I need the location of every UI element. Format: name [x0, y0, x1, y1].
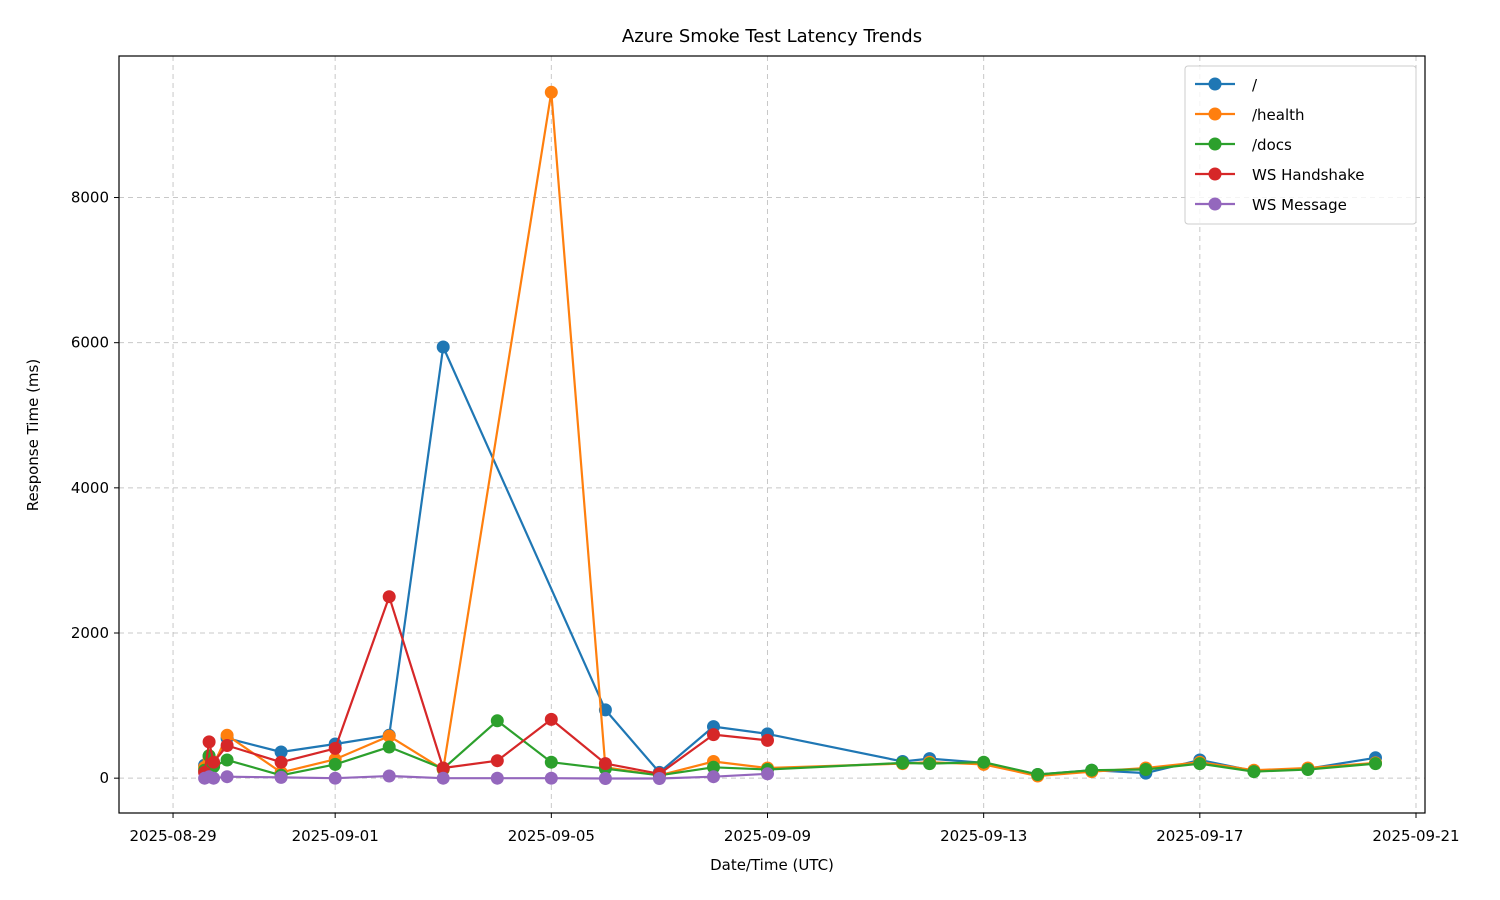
data-point: [598, 757, 612, 771]
plot-frame: [118, 55, 1426, 814]
x-tick-label: 2025-09-09: [724, 827, 811, 845]
legend-item: WS Message: [1195, 196, 1347, 214]
x-tick-label: 2025-09-21: [1372, 827, 1459, 845]
legend-label: WS Message: [1252, 196, 1347, 214]
data-point: [490, 754, 504, 768]
data-point: [544, 755, 558, 769]
series-line: [203, 719, 1376, 777]
legend-item: WS Handshake: [1195, 166, 1365, 184]
x-tick-label: 2025-08-29: [129, 827, 216, 845]
data-point: [490, 771, 504, 785]
data-point: [436, 340, 450, 354]
data-point: [544, 85, 558, 99]
data-point: [220, 739, 234, 752]
data-point: [220, 753, 234, 767]
data-point: [923, 757, 937, 771]
data-point: [761, 733, 774, 747]
data-point: [490, 714, 504, 728]
data-point: [1369, 757, 1382, 771]
data-point: [220, 728, 234, 742]
legend-item: /docs: [1195, 136, 1292, 154]
data-point: [707, 770, 720, 784]
legend-marker: [1208, 77, 1222, 91]
data-point: [1085, 763, 1099, 777]
legend-box: [1184, 65, 1417, 225]
data-point: [1031, 768, 1045, 781]
series-layer: [198, 85, 1382, 785]
y-tick-label: 0: [99, 769, 109, 787]
data-point: [977, 755, 991, 769]
y-tick-label: 8000: [71, 189, 109, 207]
legend-label: /health: [1252, 106, 1305, 124]
data-point: [1247, 765, 1261, 779]
axis-ticks: 2025-08-29 2025-09-01 2025-09-05 2025-09-09…: [71, 189, 1460, 845]
data-point: [436, 761, 450, 775]
x-axis-title: Date/Time (UTC): [710, 856, 834, 874]
data-point: [544, 712, 558, 726]
y-axis-title: Response Time (ms): [24, 359, 42, 511]
legend-label: /: [1252, 76, 1258, 94]
legend-marker: [1208, 107, 1222, 121]
data-point: [382, 740, 396, 754]
legend-marker: [1208, 137, 1222, 151]
y-tick-label: 4000: [71, 479, 109, 497]
data-point: [328, 771, 342, 785]
x-tick-label: 2025-09-17: [1156, 827, 1243, 845]
y-tick-label: 2000: [71, 624, 109, 642]
data-point: [707, 728, 720, 742]
data-point: [328, 741, 342, 755]
data-point: [207, 771, 221, 785]
data-point: [207, 755, 221, 769]
data-point: [220, 770, 234, 784]
data-point: [1193, 757, 1207, 771]
data-point: [598, 772, 612, 785]
legend-label: WS Handshake: [1252, 166, 1365, 184]
y-tick-label: 6000: [71, 334, 109, 352]
data-point: [274, 755, 288, 769]
data-point: [274, 745, 288, 759]
legend-marker: [1208, 197, 1222, 211]
legend-item: /: [1195, 76, 1258, 94]
data-point: [382, 590, 396, 604]
data-point: [382, 769, 396, 783]
data-point: [896, 756, 910, 770]
x-tick-label: 2025-09-13: [940, 827, 1027, 845]
series-ws-message: [198, 767, 774, 785]
data-point: [707, 760, 720, 774]
legend-marker: [1208, 167, 1222, 181]
data-point: [382, 729, 396, 743]
data-point: [1301, 763, 1315, 776]
data-point: [202, 735, 216, 749]
legend-item: /health: [1195, 106, 1305, 124]
data-point: [1139, 763, 1153, 776]
x-tick-label: 2025-09-01: [292, 827, 379, 845]
data-point: [544, 771, 558, 785]
legend-label: /docs: [1252, 136, 1292, 154]
data-point: [328, 757, 342, 771]
data-point: [652, 772, 666, 785]
data-point: [436, 771, 450, 785]
data-point: [274, 770, 288, 784]
data-point: [761, 767, 774, 781]
legend: / /health/docs WS Handshake WS Message: [1184, 65, 1417, 225]
x-tick-label: 2025-09-05: [508, 827, 595, 845]
chart-title: Azure Smoke Test Latency Trends: [622, 26, 922, 47]
